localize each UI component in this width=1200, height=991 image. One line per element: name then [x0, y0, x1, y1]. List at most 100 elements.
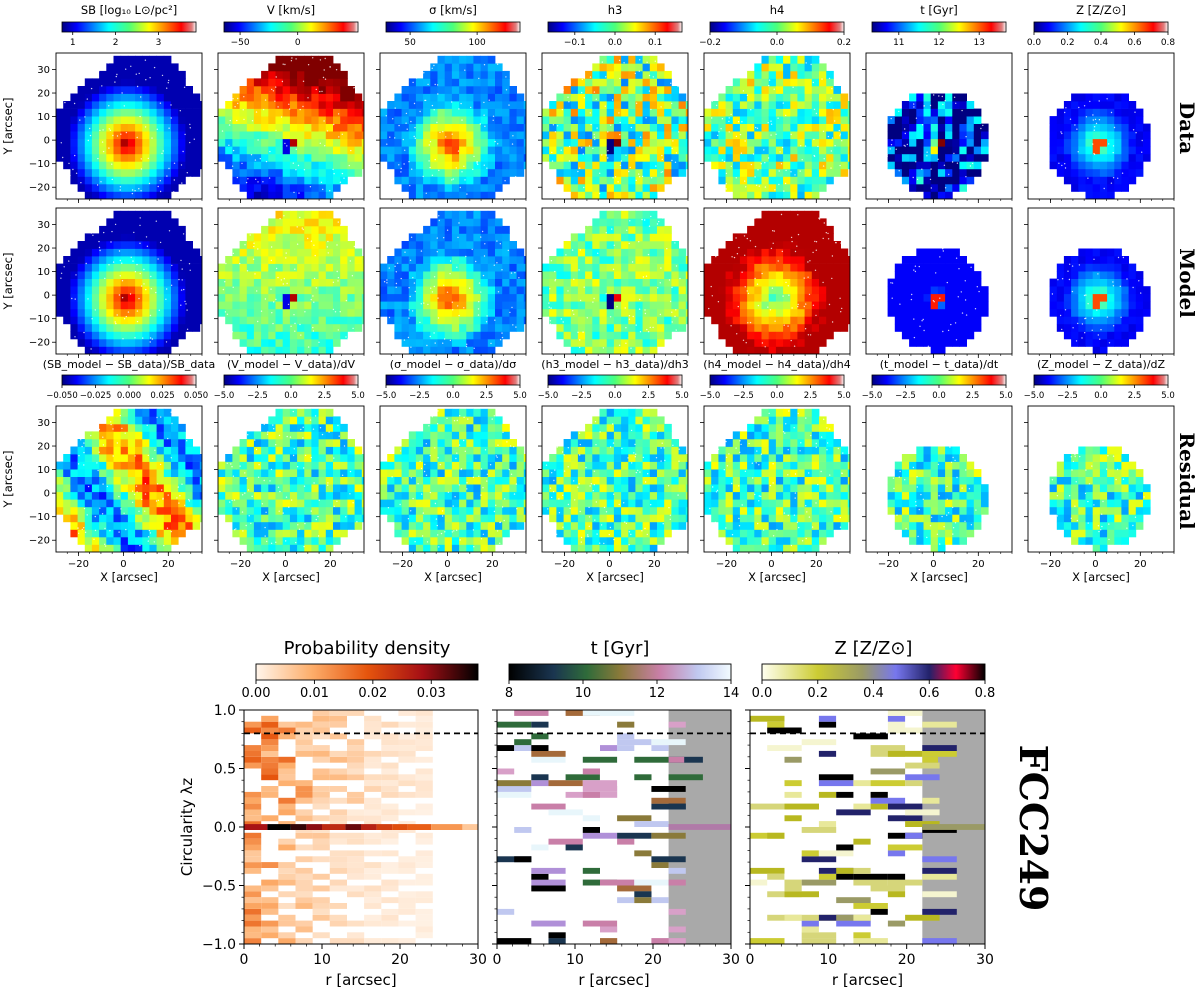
map-cell [135, 131, 143, 140]
map-cell [70, 506, 78, 515]
map-cell [99, 176, 107, 185]
map-cell [185, 278, 193, 287]
map-cell [628, 191, 636, 199]
map-cell [318, 293, 327, 302]
map-cell [394, 153, 402, 162]
map-cell [430, 225, 438, 234]
bin-dot [269, 480, 271, 482]
map-cell [289, 431, 298, 440]
map-cell [437, 331, 446, 340]
bin-dot [390, 442, 392, 444]
map-cell [297, 506, 305, 515]
map-cell [340, 233, 348, 242]
map-cell [142, 446, 150, 455]
bin-dot [447, 491, 450, 493]
bin-dot [619, 77, 621, 80]
map-cell [387, 131, 395, 140]
map-cell [599, 101, 608, 109]
map-cell [451, 191, 460, 199]
map-cell [495, 431, 503, 440]
map-cell [473, 499, 481, 508]
map-cell [451, 138, 460, 147]
bin-dot [134, 337, 136, 339]
map-cell [423, 225, 431, 234]
map-cell [509, 116, 517, 124]
bin-dot [131, 192, 134, 195]
map-cell [171, 225, 179, 234]
map-cell [459, 552, 467, 560]
map-cell [261, 506, 269, 515]
map-cell [430, 233, 438, 242]
map-cell [135, 301, 143, 310]
bin-dot [434, 447, 436, 449]
map-cell [246, 168, 255, 177]
map-cell [556, 93, 564, 102]
map-cell [437, 218, 446, 227]
map-cell [246, 308, 255, 317]
bin-dot [593, 133, 595, 136]
map-cell [253, 116, 262, 124]
bin-dot [350, 224, 353, 226]
map-cell [120, 544, 129, 552]
map-cell [261, 116, 269, 124]
map-cell [387, 484, 395, 493]
map-cell [423, 431, 431, 440]
map-cell [549, 256, 557, 264]
map-cell [613, 86, 622, 94]
map-cell [156, 423, 165, 432]
map-cell [289, 461, 298, 470]
map-cell [495, 469, 503, 477]
bin-dot [236, 119, 238, 122]
bin-dot [403, 163, 405, 165]
bin-dot [186, 440, 188, 442]
bin-dot [677, 186, 680, 188]
map-cell [149, 93, 157, 102]
bin-dot [193, 138, 195, 140]
map-cell [239, 183, 248, 192]
map-cell [84, 191, 93, 199]
map-cell [106, 469, 114, 477]
map-cell [437, 286, 446, 295]
map-cell [415, 514, 424, 523]
bin-dot [485, 321, 488, 323]
map-cell [261, 454, 269, 462]
bin-dot [294, 268, 296, 270]
map-cell [239, 338, 248, 347]
map-cell [423, 484, 431, 493]
bin-dot [410, 236, 413, 238]
bin-dot [463, 439, 465, 442]
map-cell [246, 536, 255, 545]
bin-dot [72, 168, 74, 171]
map-cell [401, 123, 410, 132]
map-cell [570, 308, 579, 317]
map-cell [606, 233, 615, 242]
map-cell [156, 146, 165, 155]
map-cell [185, 286, 193, 295]
map-cell [149, 63, 157, 72]
map-cell [606, 225, 615, 234]
map-cell [621, 308, 629, 317]
map-cell [304, 241, 312, 249]
map-cell [56, 123, 64, 132]
map-cell [120, 168, 129, 177]
bin-dot [391, 87, 393, 89]
map-cell [289, 78, 298, 87]
map-cell [354, 484, 363, 493]
bin-dot [433, 276, 436, 278]
map-cell [99, 301, 107, 310]
map-cell [91, 146, 100, 155]
map-cell [297, 199, 305, 207]
map-cell [466, 476, 474, 485]
bin-dot [275, 76, 277, 78]
y-tick-label: 30 [37, 65, 50, 76]
map-cell [225, 138, 233, 147]
map-cell [613, 323, 622, 332]
map-cell [318, 439, 327, 447]
map-cell [163, 338, 172, 347]
bin-dot [112, 261, 115, 263]
map-cell [361, 278, 364, 287]
map-cell [171, 241, 179, 249]
bin-dot [120, 508, 122, 510]
map-cell [387, 454, 395, 462]
map-cell [304, 536, 312, 545]
